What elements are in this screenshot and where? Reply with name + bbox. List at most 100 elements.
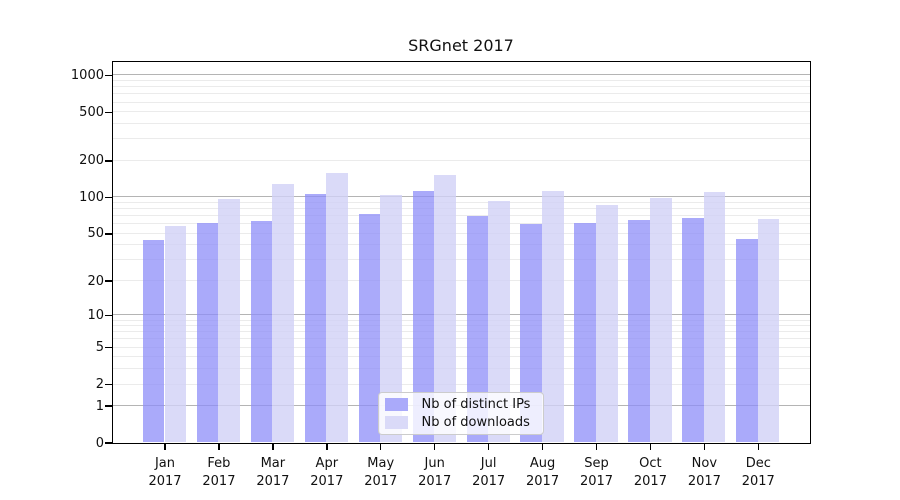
y-tick-label: 2 — [95, 377, 104, 393]
bar — [682, 218, 704, 443]
legend: Nb of distinct IPs Nb of downloads — [377, 391, 544, 435]
gridline-major — [112, 196, 810, 198]
x-tick-mark — [379, 443, 382, 450]
x-tick-month: Oct — [639, 456, 662, 471]
x-tick-month: May — [367, 456, 395, 471]
bar — [434, 174, 456, 443]
bar — [574, 222, 596, 443]
x-tick-mark — [649, 443, 652, 450]
y-tick-mark — [104, 405, 112, 407]
x-tick-year: 2017 — [633, 473, 667, 489]
x-tick-label: Oct 2017 — [620, 455, 680, 490]
gridline-minor — [112, 86, 810, 88]
gridline-minor — [112, 138, 810, 140]
legend-swatch-distinct-ips — [384, 397, 408, 411]
gridline-minor — [112, 368, 810, 370]
x-tick-mark — [757, 443, 760, 450]
gridline-major — [112, 314, 810, 316]
bar — [358, 213, 381, 443]
gridline-minor — [112, 101, 810, 103]
bar — [466, 216, 489, 443]
y-tick-mark — [104, 280, 112, 282]
gridline-major — [112, 74, 810, 76]
gridline-minor — [112, 325, 810, 327]
gridline-minor — [112, 338, 810, 340]
bar — [736, 238, 758, 443]
x-tick-month: Apr — [315, 456, 339, 471]
gridline-minor — [112, 223, 810, 225]
legend-label-distinct-ips: Nb of distinct IPs — [421, 396, 531, 412]
y-tick-label: 1 — [95, 398, 104, 414]
x-tick-label: Mar 2017 — [243, 455, 303, 490]
bar — [250, 221, 273, 443]
y-tick-label: 100 — [79, 189, 104, 205]
x-tick-month: Jul — [480, 456, 497, 471]
gridline-minor — [112, 159, 810, 161]
x-tick-mark — [541, 443, 544, 450]
bar — [272, 184, 294, 443]
chart-title: SRGnet 2017 — [408, 36, 514, 55]
y-tick-mark — [104, 111, 112, 114]
legend-item-downloads: Nb of downloads — [384, 414, 537, 430]
x-tick-label: Dec 2017 — [728, 455, 788, 490]
bar — [142, 239, 165, 443]
x-tick-label: Aug 2017 — [513, 455, 573, 490]
x-tick-label: Feb 2017 — [189, 455, 249, 490]
x-tick-mark — [433, 443, 436, 450]
x-tick-mark — [218, 443, 220, 450]
gridline-minor — [112, 356, 810, 358]
bar — [649, 198, 672, 443]
bar — [196, 222, 219, 443]
y-tick-label: 1000 — [70, 67, 104, 83]
x-tick-month: Dec — [745, 456, 771, 471]
x-tick-month: Jun — [424, 456, 445, 471]
y-tick-label: 0 — [95, 435, 104, 451]
plot-area: Nb of distinct IPs Nb of downloads — [111, 60, 811, 444]
x-tick-year: 2017 — [418, 473, 452, 489]
x-tick-label: Nov 2017 — [674, 455, 734, 490]
x-tick-label: Jul 2017 — [459, 455, 519, 490]
gridline-minor — [112, 331, 810, 333]
bar — [757, 218, 780, 443]
y-tick-label: 200 — [79, 153, 104, 169]
x-tick-label: May 2017 — [351, 455, 411, 490]
x-tick-mark — [326, 443, 328, 450]
gridline-minor — [112, 280, 810, 282]
x-tick-year: 2017 — [526, 473, 560, 489]
gridline-minor — [112, 319, 810, 321]
gridline-minor — [112, 232, 810, 234]
legend-swatch-downloads — [384, 415, 408, 429]
y-tick-mark — [104, 74, 112, 77]
x-tick-mark — [272, 443, 274, 450]
gridline-minor — [112, 208, 810, 210]
x-tick-month: Mar — [260, 456, 286, 471]
y-tick-label: 500 — [79, 104, 104, 120]
y-tick-mark — [104, 346, 112, 349]
x-tick-mark — [164, 443, 166, 450]
x-tick-year: 2017 — [579, 473, 614, 489]
gridline-minor — [112, 244, 810, 246]
bar — [520, 223, 543, 443]
gridline-minor — [112, 80, 810, 82]
legend-label-downloads: Nb of downloads — [421, 414, 530, 430]
y-tick-mark — [104, 160, 112, 162]
bar — [595, 204, 618, 443]
x-tick-year: 2017 — [687, 473, 721, 489]
x-tick-month: Sep — [584, 456, 609, 471]
legend-item-distinct-ips: Nb of distinct IPs — [384, 396, 537, 412]
x-tick-year: 2017 — [202, 473, 236, 489]
bar — [488, 201, 510, 443]
bar — [542, 190, 564, 443]
gridline-minor — [112, 259, 810, 261]
y-tick-label: 5 — [95, 340, 104, 356]
y-tick-mark — [104, 196, 112, 199]
x-tick-label: Jan 2017 — [135, 455, 195, 490]
y-tick-mark — [104, 233, 112, 235]
gridline-minor — [112, 215, 810, 217]
x-tick-label: Apr 2017 — [297, 455, 357, 490]
x-tick-month: Feb — [207, 456, 231, 471]
y-tick-mark — [104, 442, 112, 444]
bar — [326, 172, 348, 443]
x-tick-month: Nov — [691, 456, 718, 471]
